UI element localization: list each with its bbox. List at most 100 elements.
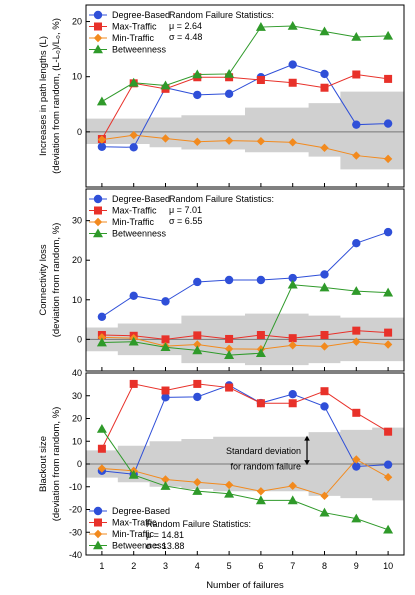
legend-entry: Max-Traffic [112, 518, 157, 528]
x-tick-label: 6 [258, 561, 263, 571]
data-point-min-traffic [224, 344, 234, 354]
stats-mu: μ = 7.01 [169, 205, 202, 215]
legend-marker-degree-based [93, 506, 103, 516]
legend-marker-degree-based [93, 194, 103, 204]
data-point-max-traffic [225, 334, 234, 343]
legend-marker-max-traffic [94, 518, 102, 527]
data-point-betweenness [224, 488, 235, 498]
data-point-max-traffic [288, 334, 297, 343]
data-point-degree-based [288, 273, 297, 283]
data-point-degree-based [224, 89, 234, 98]
arrow-head-down-icon [304, 460, 310, 466]
y-tick-label: 10 [72, 295, 82, 305]
data-point-betweenness [96, 96, 107, 106]
data-point-betweenness [128, 336, 139, 346]
series-line-max-traffic [101, 73, 389, 140]
data-point-min-traffic [193, 137, 202, 146]
data-point-degree-based [383, 119, 393, 128]
y-tick-label: 10 [72, 72, 82, 82]
panel-2: 0 10 20 30 Connectivity loss (deviation from … [38, 188, 405, 372]
y-tick-label: 30 [72, 391, 82, 401]
data-point-betweenness [383, 30, 394, 40]
data-point-betweenness [319, 26, 330, 36]
data-point-max-traffic [256, 399, 265, 408]
series-line-betweenness [101, 428, 389, 531]
data-point-max-traffic [320, 330, 329, 339]
data-point-degree-based [383, 227, 393, 237]
data-point-betweenness [255, 348, 266, 357]
data-point-degree-based [129, 291, 138, 301]
data-point-betweenness [128, 469, 139, 479]
legend-entry: Betweenness [112, 45, 167, 55]
y-tick-label: -30 [69, 527, 82, 537]
data-point-max-traffic [320, 387, 329, 396]
legend-entry: Min-Traffic [112, 529, 155, 539]
data-point-min-traffic [383, 154, 393, 164]
series-line-min-traffic [101, 134, 389, 160]
data-point-min-traffic [97, 135, 107, 144]
data-point-min-traffic [161, 475, 170, 484]
legend-marker-max-traffic [94, 206, 102, 215]
y-tick-label: 0 [77, 334, 82, 344]
data-point-min-traffic [383, 340, 393, 349]
data-point-betweenness [287, 20, 298, 30]
data-point-min-traffic [383, 472, 393, 482]
data-point-min-traffic [288, 138, 297, 147]
legend-marker-betweenness [93, 540, 103, 550]
y-tick-label: 30 [72, 216, 82, 226]
legend-entry: Degree-Based [112, 506, 170, 516]
x-tick-label: 5 [227, 561, 232, 571]
series-line-degree-based [101, 384, 389, 475]
data-point-min-traffic [161, 134, 170, 143]
data-point-max-traffic [288, 78, 297, 87]
data-point-max-traffic [288, 399, 297, 408]
data-point-min-traffic [97, 464, 107, 473]
data-point-min-traffic [288, 481, 297, 491]
data-point-betweenness [287, 279, 298, 289]
series-line-min-traffic [101, 458, 389, 497]
data-point-degree-based [97, 312, 107, 321]
data-point-min-traffic [352, 337, 361, 346]
data-point-max-traffic [193, 379, 202, 388]
legend-entry: Min-Traffic [112, 217, 155, 227]
legend-entry: Min-Traffic [112, 33, 155, 43]
data-point-degree-based [129, 143, 138, 152]
legend-marker-min-traffic [93, 529, 103, 539]
data-point-degree-based [320, 270, 329, 279]
y-axis-label-sub: (deviation from random, (L-L₀)/L₀, %) [51, 18, 62, 174]
panel-1: 0 10 20 Increases in path lengths (L) (devia… [38, 4, 405, 188]
data-point-min-traffic [352, 455, 361, 464]
data-point-betweenness [351, 513, 362, 523]
data-point-max-traffic [384, 328, 393, 337]
stats-title: Random Failure Statistics: [146, 519, 251, 529]
data-point-degree-based [97, 142, 107, 151]
y-tick-label: -20 [69, 505, 82, 515]
data-point-min-traffic [129, 130, 138, 140]
data-point-max-traffic [193, 331, 202, 340]
y-tick-label: -40 [69, 550, 82, 560]
x-tick-label: 10 [383, 561, 393, 571]
y-axis-label: Increases in path lengths (L) [38, 36, 49, 156]
data-point-betweenness [319, 507, 330, 517]
panel-3: -40 -30 -20 -10 0 10 20 30 40 1 2 3 4 5 6 7 8 9 10 Blackout… [38, 368, 405, 571]
data-point-min-traffic [256, 487, 266, 496]
data-point-degree-based [224, 275, 234, 285]
data-point-betweenness [383, 524, 394, 534]
y-axis-label-sub: (deviation from random, %) [51, 407, 62, 522]
y-tick-label: 0 [77, 127, 82, 137]
stats-mu: μ = 14.81 [146, 530, 184, 540]
data-point-min-traffic [320, 491, 329, 501]
data-point-betweenness [383, 287, 394, 297]
series-line-betweenness [101, 284, 389, 356]
data-point-degree-based [320, 402, 329, 411]
legend-entry: Degree-Based [112, 10, 170, 20]
data-point-max-traffic [161, 386, 170, 395]
data-point-max-traffic [256, 76, 265, 85]
data-point-degree-based [288, 60, 297, 69]
data-point-betweenness [160, 342, 171, 352]
data-point-min-traffic [256, 137, 266, 146]
stats-sigma: σ = 13.88 [146, 541, 184, 551]
legend-entry: Degree-Based [112, 194, 170, 204]
series-line-degree-based [101, 231, 389, 318]
y-tick-label: 20 [72, 17, 82, 27]
